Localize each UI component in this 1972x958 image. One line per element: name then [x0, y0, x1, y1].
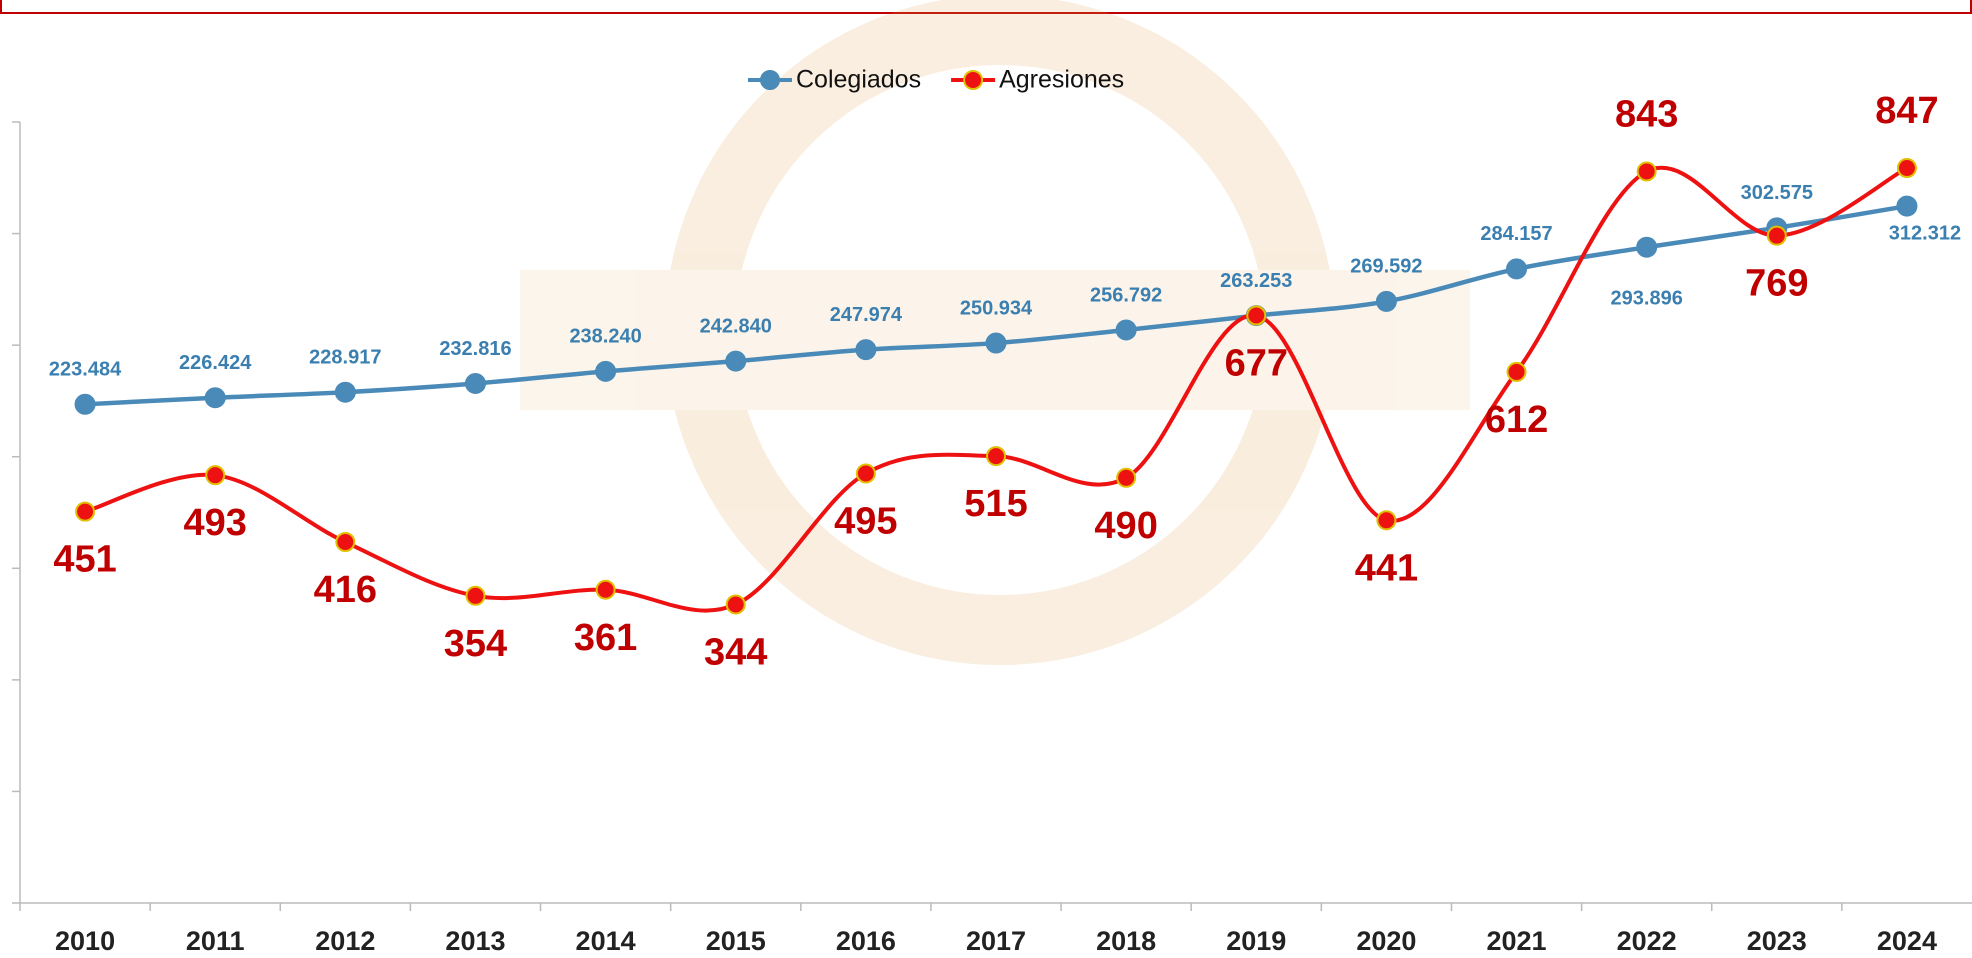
chart: 2010 2011 2012 2013 2014 2015 2016 2017 2018 2019…	[0, 0, 1972, 958]
data-label: 493	[183, 502, 246, 544]
data-label: 843	[1615, 93, 1678, 135]
x-tick-label: 2022	[1617, 926, 1677, 956]
x-tick-label: 2024	[1877, 926, 1937, 956]
legend-label: Agresiones	[999, 66, 1124, 94]
data-point	[336, 533, 354, 551]
x-tick-label: 2019	[1226, 926, 1286, 956]
data-point	[857, 464, 875, 482]
x-tick-label: 2020	[1356, 926, 1416, 956]
legend-label: Colegiados	[796, 66, 921, 94]
data-label: 269.592	[1350, 256, 1422, 278]
x-tick-label: 2010	[55, 926, 115, 956]
data-point	[335, 382, 355, 402]
data-label: 769	[1745, 263, 1808, 305]
data-label: 416	[314, 569, 377, 611]
data-point	[1508, 363, 1526, 381]
data-point	[1637, 237, 1657, 257]
data-point	[1116, 320, 1136, 340]
data-label: 247.974	[830, 304, 903, 326]
data-point	[597, 581, 615, 599]
data-label: 312.312	[1889, 222, 1961, 244]
data-label: 344	[704, 632, 767, 674]
x-tick-label: 2016	[836, 926, 896, 956]
data-point	[206, 466, 224, 484]
data-label: 223.484	[49, 359, 122, 381]
x-tick-label: 2021	[1486, 926, 1546, 956]
x-tick-label: 2017	[966, 926, 1026, 956]
data-point	[726, 351, 746, 371]
data-label: 232.816	[439, 338, 511, 360]
data-label: 677	[1225, 343, 1288, 385]
legend-marker	[964, 71, 982, 89]
data-point	[1117, 469, 1135, 487]
data-label: 228.917	[309, 346, 381, 368]
data-label: 515	[964, 483, 1027, 525]
data-point	[727, 595, 745, 613]
data-point	[466, 587, 484, 605]
data-point	[1507, 259, 1527, 279]
data-label: 612	[1485, 399, 1548, 441]
data-point	[986, 333, 1006, 353]
watermark	[520, 30, 1470, 630]
data-point	[856, 340, 876, 360]
data-point	[596, 361, 616, 381]
data-label: 495	[834, 500, 897, 542]
legend-marker	[761, 71, 779, 89]
data-point	[1247, 307, 1265, 325]
data-point	[1377, 511, 1395, 529]
data-point	[465, 373, 485, 393]
x-tick-label: 2011	[186, 926, 245, 956]
data-point	[1897, 196, 1917, 216]
data-label: 226.424	[179, 352, 252, 374]
data-label: 263.253	[1220, 270, 1292, 292]
x-tick-label: 2015	[706, 926, 766, 956]
x-tick-label: 2014	[576, 926, 636, 956]
data-label: 284.157	[1480, 223, 1552, 245]
x-tick-label: 2013	[445, 926, 505, 956]
data-point	[75, 394, 95, 414]
data-label: 293.896	[1611, 287, 1683, 309]
data-label: 250.934	[960, 297, 1033, 319]
data-point	[1638, 162, 1656, 180]
data-label: 847	[1875, 90, 1938, 132]
data-label: 451	[53, 539, 116, 581]
data-point	[987, 447, 1005, 465]
data-point	[1898, 159, 1916, 177]
data-point	[205, 388, 225, 408]
data-label: 302.575	[1741, 182, 1813, 204]
x-tick-label: 2023	[1747, 926, 1807, 956]
data-label: 242.840	[700, 315, 772, 337]
x-tick-label: 2012	[315, 926, 375, 956]
data-label: 238.240	[569, 326, 641, 348]
data-label: 490	[1094, 505, 1157, 547]
data-label: 354	[444, 623, 507, 665]
data-point	[1376, 291, 1396, 311]
data-label: 256.792	[1090, 284, 1162, 306]
x-tick-label: 2018	[1096, 926, 1156, 956]
data-label: 361	[574, 617, 637, 659]
data-point	[1768, 227, 1786, 245]
data-label: 441	[1355, 547, 1418, 589]
data-point	[76, 503, 94, 521]
